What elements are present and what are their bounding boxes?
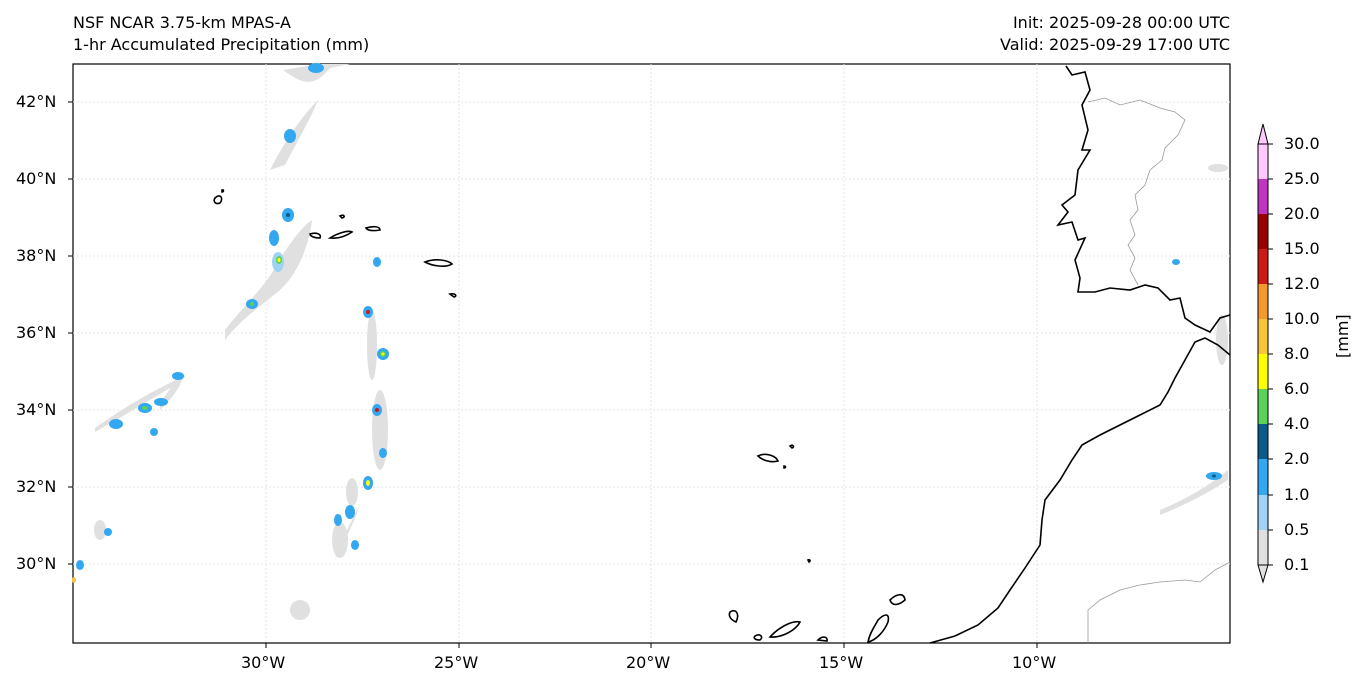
colorbar-label-2-0: 2.0 [1284, 449, 1310, 468]
chart-title: NSF NCAR 3.75-km MPAS-A 1-hr Accumulated… [73, 12, 369, 56]
colorbar-bin-7 [1258, 319, 1268, 354]
colorbar-bin-6 [1258, 354, 1268, 389]
lat-label-30n: 30°N [16, 554, 57, 573]
colorbar-bin-2 [1258, 495, 1268, 530]
colorbar-bin-10 [1258, 214, 1268, 249]
colorbar-over-arrow [1257, 123, 1269, 145]
lat-label-34n: 34°N [16, 400, 57, 419]
colorbar [1257, 123, 1273, 584]
colorbar-label-6-0: 6.0 [1284, 379, 1310, 398]
colorbar-label-0-5: 0.5 [1284, 520, 1310, 539]
colorbar-label-0-1: 0.1 [1284, 555, 1310, 574]
lat-label-40n: 40°N [16, 169, 57, 188]
colorbar-bin-11 [1258, 179, 1268, 214]
time-info: Init: 2025-09-28 00:00 UTC Valid: 2025-0… [1000, 12, 1230, 56]
lat-label-42n: 42°N [16, 92, 57, 111]
colorbar-bin-12 [1258, 144, 1268, 179]
lon-label-20w: 20°W [626, 653, 671, 672]
lat-label-32n: 32°N [16, 477, 57, 496]
colorbar-label-1-0: 1.0 [1284, 485, 1310, 504]
colorbar-label-25-0: 25.0 [1284, 169, 1320, 188]
lat-label-38n: 38°N [16, 246, 57, 265]
gridlines [73, 64, 1230, 643]
colorbar-bin-3 [1258, 459, 1268, 495]
colorbar-bin-8 [1258, 284, 1268, 319]
axis-ticks [68, 101, 1038, 648]
colorbar-label-8-0: 8.0 [1284, 344, 1310, 363]
colorbar-label-15-0: 15.0 [1284, 239, 1320, 258]
country-borders [1087, 97, 1231, 643]
colorbar-label-30-0: 30.0 [1284, 134, 1320, 153]
lon-label-15w: 15°W [819, 653, 864, 672]
coastlines [213, 65, 1231, 644]
colorbar-bin-1 [1258, 530, 1268, 565]
valid-time: Valid: 2025-09-29 17:00 UTC [999, 35, 1230, 54]
colorbar-bin-4 [1258, 424, 1268, 459]
colorbar-label-12-0: 12.0 [1284, 274, 1320, 293]
colorbar-bin-5 [1258, 389, 1268, 424]
colorbar-label-4-0: 4.0 [1284, 414, 1310, 433]
colorbar-under-arrow [1257, 564, 1269, 584]
colorbar-label-10-0: 10.0 [1284, 309, 1320, 328]
colorbar-label-20-0: 20.0 [1284, 204, 1320, 223]
lon-label-30w: 30°W [241, 653, 286, 672]
model-name: NSF NCAR 3.75-km MPAS-A [73, 13, 291, 32]
lon-label-25w: 25°W [434, 653, 479, 672]
lon-label-10w: 10°W [1012, 653, 1057, 672]
precip-heavy [72, 213, 1216, 583]
init-time: Init: 2025-09-28 00:00 UTC [1012, 13, 1230, 32]
colorbar-bin-9 [1258, 249, 1268, 284]
colorbar-unit-label: [mm] [1333, 314, 1352, 358]
field-name: 1-hr Accumulated Precipitation (mm) [73, 35, 370, 54]
lat-label-36n: 36°N [16, 323, 57, 342]
